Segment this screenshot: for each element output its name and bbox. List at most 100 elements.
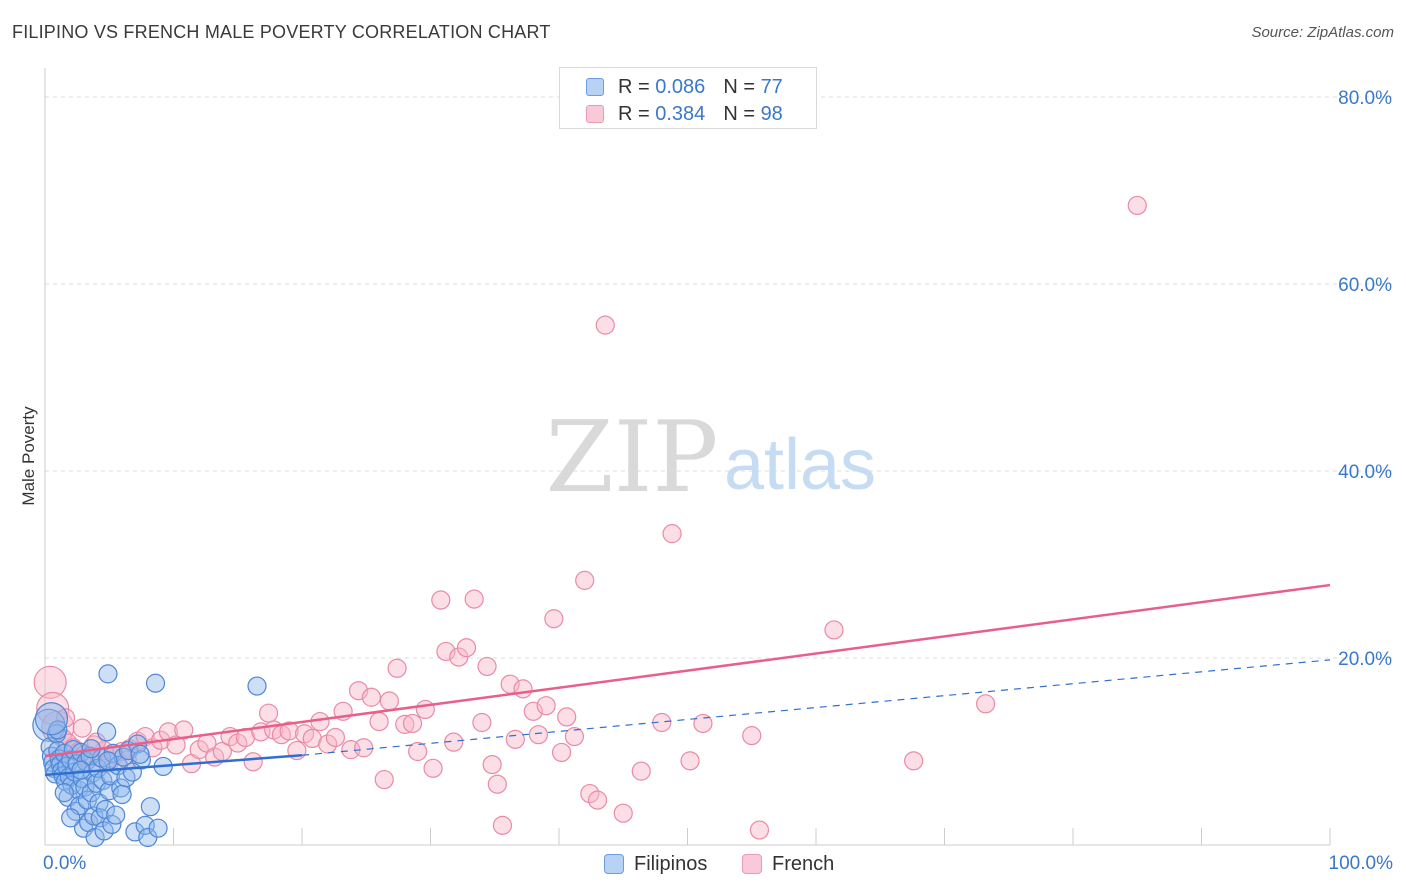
filipinos-point (247, 676, 267, 696)
french-point (354, 738, 374, 758)
french-point (369, 711, 389, 732)
french-point (680, 751, 700, 771)
filipinos-point (98, 664, 118, 684)
french-trend-line (44, 583, 1331, 758)
french-point (258, 703, 279, 723)
french-point (693, 713, 713, 734)
french-point (318, 734, 338, 754)
french-point (456, 638, 477, 658)
legend-label-french: French (772, 852, 835, 875)
filipinos-trend-extension (301, 659, 1331, 756)
legend-n-label: N = (723, 102, 755, 125)
french-point (387, 658, 407, 678)
legend-n-value: 77 (760, 75, 783, 98)
source-label: Source: ZipAtlas.com (1251, 24, 1394, 41)
axes (44, 68, 1331, 846)
legend-item-french: French (742, 852, 834, 876)
legend-item-filipinos: Filipinos (604, 852, 707, 876)
french-point (575, 570, 595, 590)
legend-n-label: N = (723, 75, 755, 98)
french-point (1127, 195, 1147, 216)
french-point (564, 726, 585, 747)
french-point (408, 741, 428, 762)
french-point (431, 590, 451, 610)
french-point (976, 694, 996, 714)
french-point (487, 774, 507, 794)
y-tick-label: 60.0% (1338, 275, 1392, 296)
french-point (595, 315, 615, 335)
french-point (513, 679, 533, 699)
french-point (379, 691, 399, 711)
legend-r-value: 0.086 (655, 75, 706, 98)
french-point (824, 620, 844, 640)
french-point (415, 699, 435, 720)
french-point (557, 707, 577, 727)
filipinos-point (34, 702, 69, 736)
x-tick-label: 100.0% (1329, 853, 1394, 874)
filipinos-point (97, 722, 117, 742)
filipinos-point (106, 805, 126, 825)
y-tick-label: 80.0% (1338, 88, 1392, 109)
french-point (423, 758, 443, 778)
filipinos-point (61, 808, 81, 828)
chart-title: FILIPINO VS FRENCH MALE POVERTY CORRELAT… (12, 22, 551, 42)
french-point (662, 524, 682, 544)
filipinos-point (102, 814, 122, 835)
legend-label-filipinos: Filipinos (634, 852, 708, 875)
french-point (325, 727, 346, 748)
french-point (36, 691, 70, 726)
filipinos-point (54, 783, 74, 803)
legend-row-filipinos: R = 0.086 N = 77 (586, 74, 783, 100)
filipinos-point (112, 784, 132, 805)
grid-lines (45, 96, 1392, 659)
trend-lines (44, 583, 1331, 777)
french-point (631, 761, 651, 781)
french-point (472, 712, 492, 733)
french-point (749, 820, 770, 840)
watermark: ZIP atlas (546, 401, 876, 515)
filipinos-series (32, 664, 267, 848)
filipinos-swatch (604, 854, 624, 874)
french-point (477, 656, 497, 677)
french-point (374, 769, 394, 790)
french-point (72, 718, 92, 738)
tick-labels: 20.0% 40.0% 60.0% 80.0% 0.0% 100.0% (43, 88, 1393, 874)
french-point (33, 665, 67, 699)
legend-r-label: R = (618, 102, 650, 125)
x-tick-label: 0.0% (43, 853, 86, 874)
filipinos-point (71, 760, 91, 780)
legend-row-french: R = 0.384 N = 98 (586, 101, 783, 127)
french-point (174, 720, 194, 740)
watermark-zip: ZIP (546, 401, 719, 515)
y-axis-label: Male Poverty (19, 406, 38, 506)
filipinos-point (99, 781, 119, 801)
french-point (482, 754, 502, 775)
french-point (544, 609, 564, 629)
y-tick-label: 20.0% (1338, 649, 1392, 670)
french-point (580, 783, 600, 804)
filipinos-point (111, 778, 131, 798)
filipinos-point (94, 821, 114, 841)
y-tick-label: 40.0% (1338, 462, 1392, 483)
french-point (279, 721, 299, 741)
filipinos-trend-line (44, 753, 303, 777)
legend-r-label: R = (618, 75, 650, 98)
filipinos-point (98, 751, 118, 771)
french-point (536, 696, 556, 716)
filipinos-point (145, 673, 166, 693)
filipinos-point (122, 762, 142, 782)
french-point (395, 714, 415, 734)
french-point (361, 687, 381, 707)
french-point (464, 589, 484, 609)
filipinos-point (148, 818, 168, 838)
filipinos-point (130, 744, 150, 764)
french-series (33, 195, 1147, 840)
filipinos-swatch (586, 78, 604, 96)
french-point (551, 742, 572, 763)
french-point (613, 803, 633, 823)
french-point (492, 815, 513, 835)
french-point (742, 726, 762, 746)
french-point (402, 713, 423, 734)
legend-n-value: 98 (760, 102, 783, 125)
